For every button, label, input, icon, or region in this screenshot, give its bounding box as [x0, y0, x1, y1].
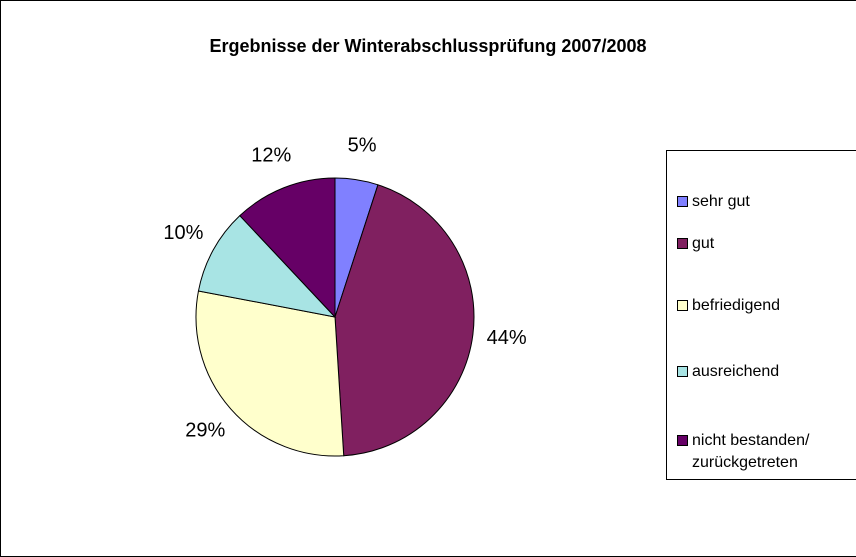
- legend-label: befriedigend: [692, 297, 781, 314]
- legend-swatch: [677, 366, 688, 377]
- legend-swatch: [677, 300, 688, 311]
- legend-swatch: [677, 435, 688, 446]
- legend-label: ausreichend: [692, 363, 780, 380]
- legend: sehr gut gut befriedigend ausreichend nicht …: [666, 150, 856, 480]
- data-label: 12%: [251, 144, 291, 166]
- legend-label: gut: [692, 235, 715, 252]
- data-label: 5%: [348, 134, 377, 156]
- data-label: 29%: [185, 420, 225, 442]
- pie-slice: [195, 290, 345, 457]
- pie-slice: [334, 184, 475, 457]
- chart-title: Ergebnisse der Winterabschlussprüfung 20…: [210, 36, 647, 56]
- legend-label: nicht bestanden/ zurückgetreten: [692, 432, 810, 471]
- legend-swatch: [677, 238, 688, 249]
- data-label: 44%: [487, 327, 527, 349]
- pie-slice: [239, 177, 336, 319]
- legend-swatch: [677, 196, 688, 207]
- pie-slice: [197, 214, 337, 318]
- data-label: 10%: [163, 222, 203, 244]
- legend-label: sehr gut: [692, 193, 750, 210]
